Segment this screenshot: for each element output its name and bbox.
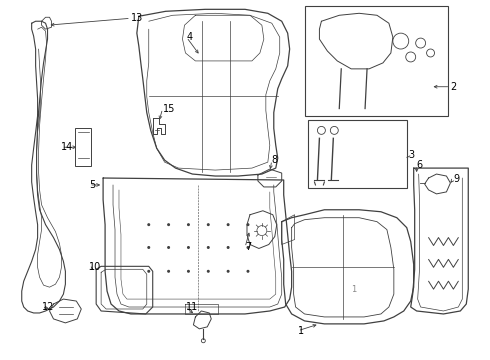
Text: 5: 5 — [89, 180, 96, 190]
Text: 11: 11 — [185, 302, 197, 312]
Text: 6: 6 — [416, 160, 423, 170]
Text: 9: 9 — [453, 174, 460, 184]
Circle shape — [188, 247, 189, 248]
Text: 1: 1 — [297, 326, 304, 336]
Circle shape — [168, 247, 170, 248]
Circle shape — [168, 270, 170, 272]
Circle shape — [207, 270, 209, 272]
Circle shape — [227, 270, 229, 272]
Circle shape — [207, 224, 209, 225]
Bar — [308, 121, 407, 188]
Circle shape — [247, 224, 249, 225]
Bar — [305, 6, 448, 116]
Text: 10: 10 — [89, 262, 101, 272]
Bar — [75, 129, 91, 166]
Text: 14: 14 — [61, 142, 74, 152]
Circle shape — [247, 270, 249, 272]
Text: 8: 8 — [272, 155, 278, 165]
Text: 3: 3 — [409, 150, 415, 160]
Circle shape — [168, 224, 170, 225]
Text: 7: 7 — [245, 243, 251, 252]
Circle shape — [227, 224, 229, 225]
Circle shape — [227, 247, 229, 248]
Text: 12: 12 — [42, 302, 54, 312]
Text: 13: 13 — [131, 13, 143, 23]
Text: 15: 15 — [163, 104, 175, 113]
Text: 1: 1 — [351, 285, 357, 294]
Circle shape — [188, 224, 189, 225]
Circle shape — [148, 224, 149, 225]
Circle shape — [207, 247, 209, 248]
Circle shape — [188, 270, 189, 272]
Circle shape — [148, 247, 149, 248]
Text: 4: 4 — [187, 32, 193, 42]
Circle shape — [247, 247, 249, 248]
Circle shape — [148, 270, 149, 272]
Text: 2: 2 — [450, 82, 457, 92]
